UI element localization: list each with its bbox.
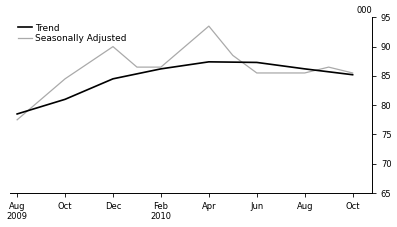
- Line: Trend: Trend: [17, 62, 353, 114]
- Trend: [302, 67, 307, 70]
- Seasonally Adjusted: [254, 72, 259, 74]
- Line: Seasonally Adjusted: Seasonally Adjusted: [17, 26, 353, 120]
- Trend: [254, 61, 259, 64]
- Seasonally Adjusted: [15, 118, 19, 121]
- Trend: [350, 73, 355, 76]
- Trend: [111, 77, 116, 80]
- Seasonally Adjusted: [111, 45, 116, 48]
- Seasonally Adjusted: [326, 66, 331, 69]
- Trend: [63, 98, 67, 101]
- Seasonally Adjusted: [230, 54, 235, 57]
- Trend: [15, 113, 19, 115]
- Text: 000: 000: [356, 5, 372, 15]
- Trend: [158, 67, 163, 70]
- Seasonally Adjusted: [350, 72, 355, 74]
- Seasonally Adjusted: [302, 72, 307, 74]
- Seasonally Adjusted: [158, 66, 163, 69]
- Trend: [206, 60, 211, 63]
- Legend: Trend, Seasonally Adjusted: Trend, Seasonally Adjusted: [18, 24, 127, 43]
- Seasonally Adjusted: [135, 66, 139, 69]
- Seasonally Adjusted: [63, 77, 67, 80]
- Seasonally Adjusted: [206, 25, 211, 27]
